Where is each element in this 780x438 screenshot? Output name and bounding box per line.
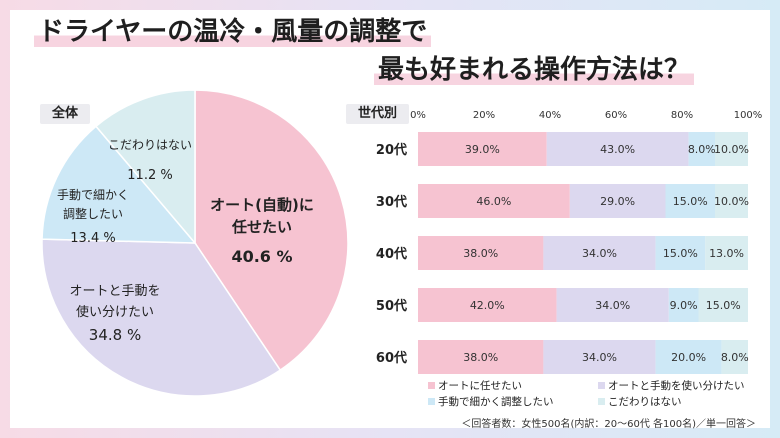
bar-segment <box>705 236 748 270</box>
bar-value-label: 38.0% <box>463 247 498 260</box>
legend-label: オートと手動を使い分けたい <box>608 379 745 392</box>
x-tick-label: 60% <box>605 110 627 121</box>
bar-value-label: 34.0% <box>582 351 617 364</box>
bar-value-label: 8.0% <box>688 143 716 156</box>
respondent-footnote: ＜回答者数：女性500名(内訳：20～60代 各100名)／単一回答＞ <box>461 419 756 430</box>
bar-segment <box>665 184 715 218</box>
bar-value-label: 15.0% <box>663 247 698 260</box>
bar-segment <box>715 184 748 218</box>
bar-segment <box>418 184 570 218</box>
bar-value-label: 34.0% <box>582 247 617 260</box>
legend-swatch <box>598 382 605 389</box>
pie-slice-value: 34.8 % <box>89 326 141 344</box>
legend-label: こだわりはない <box>608 396 682 408</box>
title-line1-text: ドライヤーの温冷・風量の調整で <box>34 17 432 47</box>
legend-label: オートに任せたい <box>438 379 522 392</box>
bar-value-label: 42.0% <box>470 299 505 312</box>
bar-segment <box>418 288 557 322</box>
bar-value-label: 15.0% <box>673 195 708 208</box>
bar-value-label: 15.0% <box>706 299 741 312</box>
x-tick-label: 0% <box>410 110 426 121</box>
bar-value-label: 10.0% <box>714 195 749 208</box>
bar-value-label: 13.0% <box>709 247 744 260</box>
pie-slice <box>41 125 197 244</box>
bar-segment <box>543 236 656 270</box>
bar-segment <box>655 340 722 374</box>
category-label: 60代 <box>376 350 407 366</box>
bar-value-label: 9.0% <box>670 299 698 312</box>
bar-segment <box>655 236 706 270</box>
bar-segment <box>688 132 715 166</box>
bar-value-label: 34.0% <box>595 299 630 312</box>
pie-slice-label: 手動で細かく <box>57 188 129 202</box>
bar-segment <box>546 132 689 166</box>
pie-slice-value: 13.4 % <box>70 231 115 246</box>
bar-value-label: 29.0% <box>600 195 635 208</box>
bar-value-label: 43.0% <box>600 143 635 156</box>
bar-value-label: 20.0% <box>671 351 706 364</box>
legend-swatch <box>428 398 435 405</box>
bar-segment <box>418 340 544 374</box>
pie-slice-label: オートと手動を <box>69 284 160 299</box>
category-label: 40代 <box>376 246 407 262</box>
legend-swatch <box>428 382 435 389</box>
bar-value-label: 8.0% <box>721 351 749 364</box>
category-label: 50代 <box>376 298 407 314</box>
page-title-line2: 最も好まれる操作方法は？ <box>374 54 695 86</box>
bar-value-label: 46.0% <box>476 195 511 208</box>
bar-segment <box>668 288 699 322</box>
pie-slice-label: 調整したい <box>63 206 123 221</box>
bar-segment <box>698 288 748 322</box>
pie-slice-label: 使い分けたい <box>76 304 154 320</box>
bar-segment <box>543 340 656 374</box>
bar-segment <box>569 184 666 218</box>
bar-chart-label: 世代別 <box>346 104 410 124</box>
x-tick-label: 100% <box>734 110 763 121</box>
bar-segment <box>715 132 748 166</box>
bar-value-label: 10.0% <box>714 143 749 156</box>
pie-slice <box>194 89 349 372</box>
legend-label: 手動で細かく調整したい <box>438 395 554 408</box>
bar-segment <box>418 132 547 166</box>
x-tick-label: 80% <box>671 110 693 121</box>
page-title-line1: ドライヤーの温冷・風量の調整で <box>34 16 432 48</box>
pie-slice-label: オート(自動)に <box>210 196 314 214</box>
category-label: 30代 <box>376 194 407 210</box>
category-label: 20代 <box>376 142 407 158</box>
pie-slice-label: こだわりはない <box>108 138 192 152</box>
bar-segment <box>556 288 669 322</box>
title-line2-text: 最も好まれる操作方法は？ <box>374 55 695 85</box>
pie-slice <box>94 89 196 246</box>
bar-value-label: 38.0% <box>463 351 498 364</box>
pie-slice <box>41 238 282 397</box>
pie-chart-label: 全体 <box>40 104 91 124</box>
x-tick-label: 40% <box>539 110 561 121</box>
bar-segment <box>721 340 748 374</box>
bar-value-label: 39.0% <box>465 143 500 156</box>
pie-slice-value: 40.6 % <box>231 247 292 266</box>
legend-swatch <box>598 398 605 405</box>
pie-slice-value: 11.2 % <box>127 168 172 183</box>
pie-slice-label: 任せたい <box>231 218 292 236</box>
bar-segment <box>418 236 544 270</box>
x-tick-label: 20% <box>473 110 495 121</box>
